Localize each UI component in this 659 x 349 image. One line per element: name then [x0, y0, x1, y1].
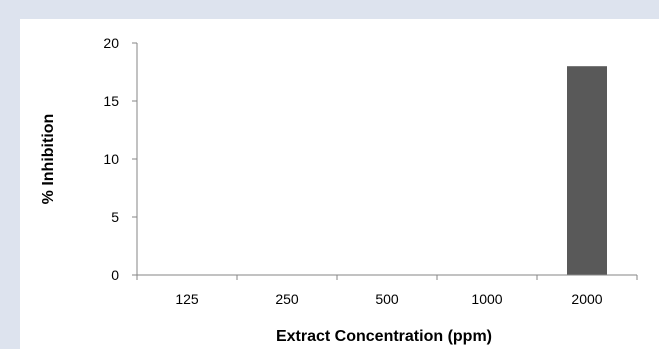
bar [567, 66, 607, 275]
x-tick-label: 500 [375, 291, 399, 307]
y-tick-label: 0 [111, 267, 119, 283]
x-tick-label: 2000 [571, 291, 602, 307]
x-tick-label: 250 [275, 291, 299, 307]
y-axis-title: % Inhibition [40, 114, 57, 205]
x-axis-tick-labels: 125 250 500 1000 2000 [175, 291, 602, 307]
y-tick-label: 5 [111, 209, 119, 225]
y-tick-label: 15 [103, 93, 119, 109]
x-tick-label: 125 [175, 291, 199, 307]
y-axis-tick-labels: 0 5 10 15 20 [103, 35, 119, 283]
x-tick-label: 1000 [471, 291, 502, 307]
x-axis-ticks [136, 275, 638, 280]
y-tick-label: 20 [103, 35, 119, 51]
y-tick-label: 10 [103, 151, 119, 167]
y-axis-ticks [132, 42, 137, 276]
x-axis-title: Extract Concentration (ppm) [276, 328, 492, 345]
bar-series [567, 66, 607, 275]
chart-area [20, 19, 659, 349]
